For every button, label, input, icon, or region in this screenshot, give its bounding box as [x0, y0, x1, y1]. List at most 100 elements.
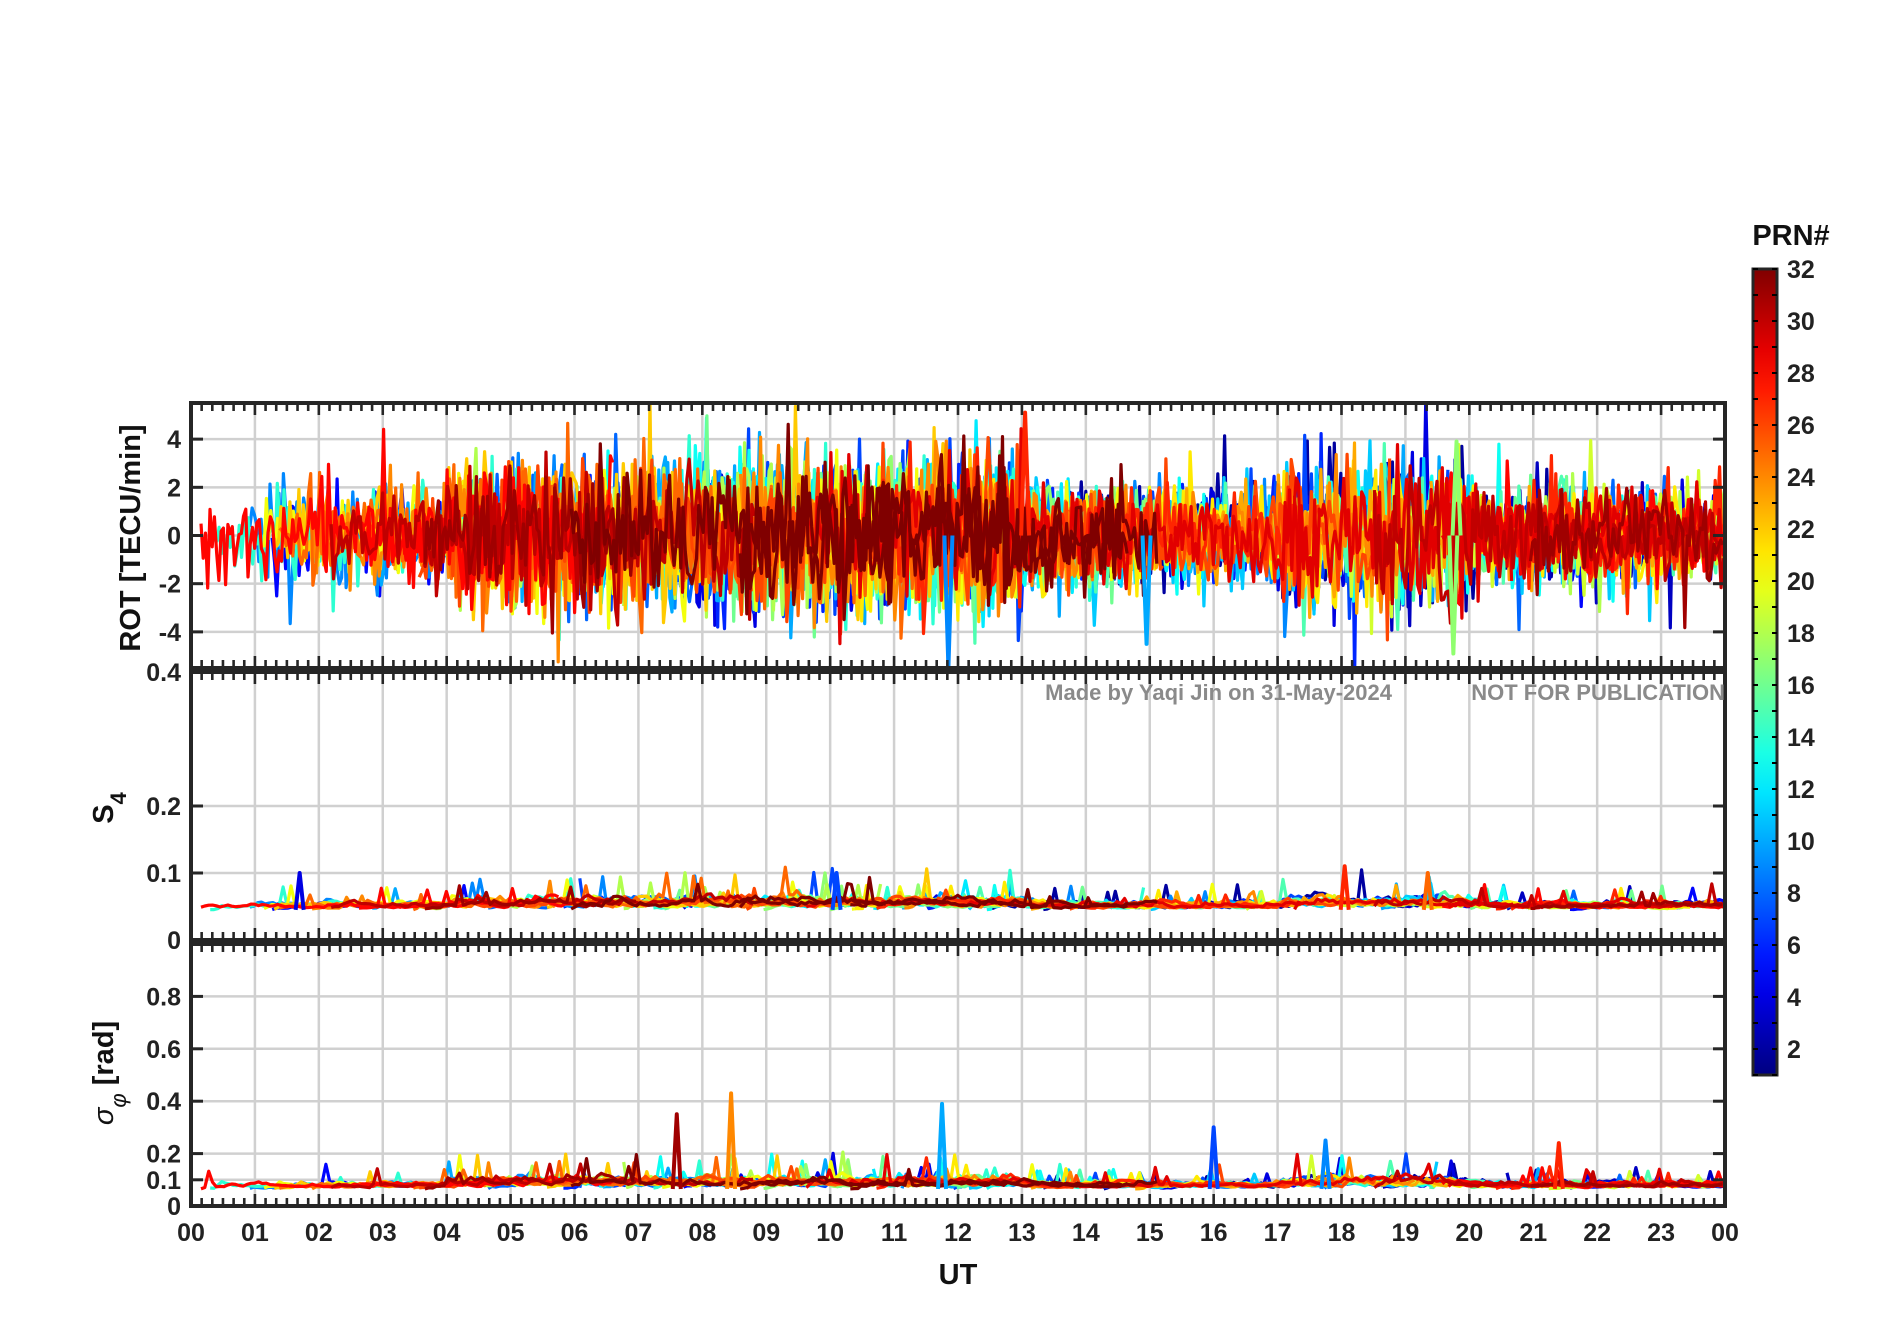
x-tick-label: 20 [1455, 1219, 1483, 1247]
colorbar-tick-label: 18 [1787, 620, 1815, 648]
s4-ytick-label: 0.4 [146, 659, 181, 687]
x-tick-label: 22 [1583, 1219, 1611, 1247]
sigma-ylabel-unit: [rad] [88, 1021, 120, 1094]
sigma_phi-ytick-label: 0.2 [146, 1141, 181, 1169]
s4-ytick-label: 0.2 [146, 793, 181, 821]
x-tick-label: 12 [944, 1219, 972, 1247]
s4-series-group [200, 864, 1725, 912]
x-tick-label: 13 [1008, 1219, 1036, 1247]
colorbar-tick-label: 32 [1787, 256, 1815, 284]
x-tick-label: 04 [433, 1219, 461, 1247]
sigma_phi-series-prn-32 [850, 1176, 1158, 1191]
s4-ylabel-sub: 4 [106, 791, 131, 804]
data-layer [199, 403, 1725, 1191]
x-tick-label: 19 [1392, 1219, 1420, 1247]
watermark-credit: Made by Yaqi Jin on 31-May-2024 [1045, 680, 1393, 705]
x-axis-label: UT [939, 1259, 978, 1291]
sigma_phi-series-group [200, 1091, 1725, 1191]
rot-series-prn-32 [848, 435, 1159, 605]
rot-series-prn-30 [329, 450, 756, 627]
rot-ytick-label: 0 [167, 523, 181, 551]
sigma-ylabel-main: σ [88, 1106, 120, 1125]
sigma_phi-ytick-label: 0.8 [146, 983, 181, 1011]
s4-ylabel-main: S [88, 804, 120, 823]
rot-ytick-label: -2 [159, 571, 181, 599]
colorbar-tick-label: 28 [1787, 360, 1815, 388]
sigma_phi-peak-5 [1552, 1141, 1565, 1190]
x-tick-label: 10 [816, 1219, 844, 1247]
colorbar [1751, 267, 1779, 1077]
text-layer: Made by Yaqi Jin on 31-May-2024 NOT FOR … [88, 220, 1830, 1291]
s4-series-prn-31 [1530, 890, 1723, 910]
colorbar-tick-label: 6 [1787, 932, 1801, 960]
rot-peak-3 [1447, 535, 1460, 656]
s4-ytick-label: 0 [167, 927, 181, 955]
colorbar-tick-label: 12 [1787, 776, 1815, 804]
s4-peak-2 [1338, 864, 1351, 911]
x-tick-label: 16 [1200, 1219, 1228, 1247]
x-tick-label: 15 [1136, 1219, 1164, 1247]
colorbar-tick-label: 14 [1787, 724, 1815, 752]
sigma_phi-peak-2 [936, 1101, 949, 1190]
sigma_phi-ytick-label: 0.6 [146, 1036, 181, 1064]
sigma_phi-ytick-label: 0 [167, 1193, 181, 1221]
s4-ytick-label: 0.1 [146, 860, 181, 888]
rot-ytick-label: 4 [167, 426, 181, 454]
rot-ytick-label: -4 [159, 619, 181, 647]
rot-ylabel: ROT [TECU/min] [115, 424, 147, 651]
x-tick-label: 00 [1711, 1219, 1739, 1247]
s4-peak-0 [293, 871, 306, 911]
x-tick-label: 18 [1328, 1219, 1356, 1247]
x-tick-label: 07 [625, 1219, 653, 1247]
rot-series-prn-31 [1528, 486, 1725, 630]
colorbar-title: PRN# [1752, 220, 1829, 252]
colorbar-tick-label: 10 [1787, 828, 1815, 856]
sigma_phi-peak-0 [725, 1091, 738, 1190]
sigma_phi-series-prn-31 [424, 1171, 637, 1191]
x-tick-label: 01 [241, 1219, 269, 1247]
x-tick-label: 11 [881, 1219, 908, 1247]
s4-series-prn-32 [738, 882, 1128, 910]
colorbar-tick-label: 16 [1787, 672, 1815, 700]
sigma_phi-ytick-label: 0.4 [146, 1088, 181, 1116]
x-tick-label: 08 [688, 1219, 716, 1247]
colorbar-tick-label: 24 [1787, 464, 1815, 492]
s4-peak-1 [830, 871, 843, 911]
rot-ytick-label: 2 [167, 474, 181, 502]
rot-peak-1 [1019, 410, 1032, 536]
x-tick-label: 03 [369, 1219, 397, 1247]
rot-peak-4 [1140, 535, 1153, 646]
sigma_phi-ytick-label: 0.1 [146, 1167, 181, 1195]
x-tick-label: 00 [177, 1219, 205, 1247]
colorbar-tick-label: 22 [1787, 516, 1815, 544]
colorbar-tick-label: 4 [1787, 984, 1801, 1012]
x-tick-label: 14 [1072, 1219, 1100, 1247]
watermark-notice: NOT FOR PUBLICATION [1471, 680, 1725, 705]
colorbar-tick-label: 20 [1787, 568, 1815, 596]
rot-series-group [199, 403, 1725, 668]
x-tick-label: 17 [1264, 1219, 1292, 1247]
x-tick-label: 09 [752, 1219, 780, 1247]
colorbar-tick-label: 30 [1787, 308, 1815, 336]
s4-ylabel: S4 [88, 791, 131, 823]
x-tick-label: 05 [497, 1219, 525, 1247]
colorbar-tick-label: 26 [1787, 412, 1815, 440]
x-tick-label: 21 [1519, 1219, 1547, 1247]
rot-series-prn-30 [1372, 464, 1725, 625]
x-tick-label: 23 [1647, 1219, 1675, 1247]
s4-peak-3 [1421, 871, 1434, 911]
colorbar-tick-label: 8 [1787, 880, 1801, 908]
x-tick-label: 06 [561, 1219, 589, 1247]
rot-series-prn-32 [738, 434, 1129, 616]
sigma-ylabel: σφ [rad] [88, 1021, 131, 1125]
sigma_phi-peak-3 [1207, 1125, 1220, 1190]
sigma_phi-peak-4 [1319, 1138, 1332, 1190]
colorbar-tick-label: 2 [1787, 1036, 1801, 1064]
rot-peak-2 [1450, 439, 1463, 536]
sigma-ylabel-sub: φ [106, 1093, 131, 1107]
x-tick-label: 02 [305, 1219, 333, 1247]
sigma_phi-peak-1 [670, 1112, 683, 1190]
s4-series-prn-32 [850, 875, 1158, 910]
rot-peak-0 [942, 535, 955, 668]
